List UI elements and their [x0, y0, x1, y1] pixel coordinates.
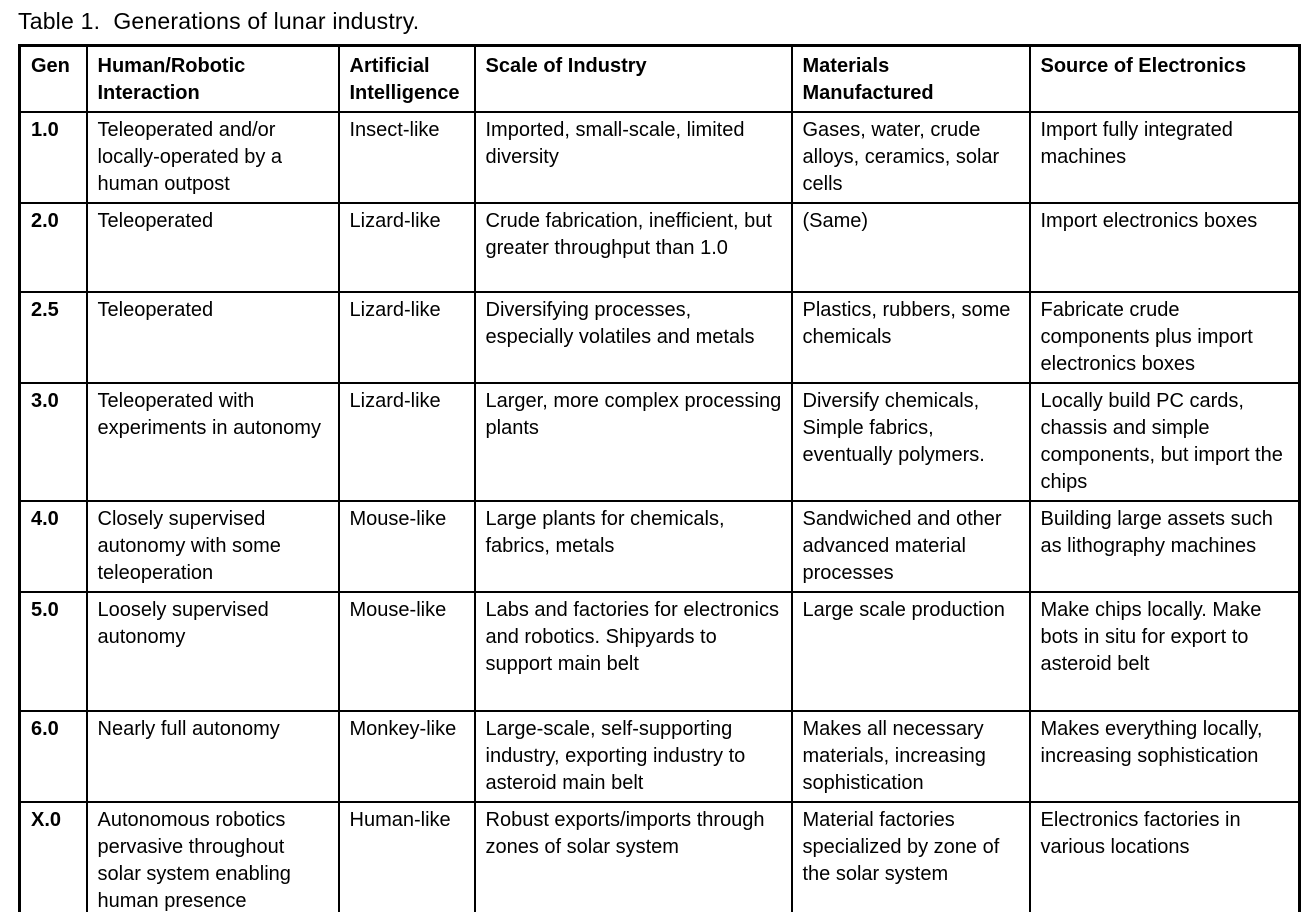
materials-cell: Plastics, rubbers, some chemicals	[790, 291, 1031, 384]
ai-cell: Monkey-like	[337, 710, 476, 803]
column-header-materials-manufactured: Materials Manufactured	[790, 44, 1031, 113]
table-caption: Table 1. Generations of lunar industry.	[18, 8, 420, 34]
scale-cell: Diversifying processes, especially volat…	[473, 291, 793, 384]
materials-cell: Gases, water, crude alloys, ceramics, so…	[790, 111, 1031, 204]
materials-cell: Makes all necessary materials, increasin…	[790, 710, 1031, 803]
interaction-cell: Teleoperated with experiments in autonom…	[85, 382, 340, 502]
materials-cell: Sandwiched and other advanced material p…	[790, 500, 1031, 593]
column-header-artificial-intelligence: Artificial Intelligence	[337, 44, 476, 113]
interaction-cell: Teleoperated and/or locally-operated by …	[85, 111, 340, 204]
table-row-gen-4-0: 4.0 Closely supervised autonomy with som…	[18, 500, 1301, 593]
materials-cell: Diversify chemicals, Simple fabrics, eve…	[790, 382, 1031, 502]
ai-cell: Mouse-like	[337, 500, 476, 593]
electronics-cell: Electronics factories in various locatio…	[1028, 801, 1301, 912]
scale-cell: Crude fabrication, inefficient, but grea…	[473, 202, 793, 293]
ai-cell: Lizard-like	[337, 202, 476, 293]
interaction-cell: Teleoperated	[85, 202, 340, 293]
lunar-industry-generations-table: Gen Human/Robotic Interaction Artificial…	[18, 44, 1301, 912]
table-header-row: Gen Human/Robotic Interaction Artificial…	[18, 44, 1301, 113]
gen-cell: X.0	[18, 801, 88, 912]
ai-cell: Mouse-like	[337, 591, 476, 712]
gen-cell: 2.5	[18, 291, 88, 384]
materials-cell: Material factories specialized by zone o…	[790, 801, 1031, 912]
column-header-scale-of-industry: Scale of Industry	[473, 44, 793, 113]
ai-cell: Lizard-like	[337, 291, 476, 384]
gen-cell: 6.0	[18, 710, 88, 803]
column-header-source-of-electronics: Source of Electronics	[1028, 44, 1301, 113]
scale-cell: Larger, more complex processing plants	[473, 382, 793, 502]
scale-cell: Robust exports/imports through zones of …	[473, 801, 793, 912]
electronics-cell: Makes everything locally, increasing sop…	[1028, 710, 1301, 803]
table-row-gen-6-0: 6.0 Nearly full autonomy Monkey-like Lar…	[18, 710, 1301, 803]
column-header-human-robotic-interaction: Human/Robotic Interaction	[85, 44, 340, 113]
interaction-cell: Teleoperated	[85, 291, 340, 384]
gen-cell: 3.0	[18, 382, 88, 502]
table-row-gen-2-5: 2.5 Teleoperated Lizard-like Diversifyin…	[18, 291, 1301, 384]
scale-cell: Large-scale, self-supporting industry, e…	[473, 710, 793, 803]
gen-cell: 2.0	[18, 202, 88, 293]
ai-cell: Insect-like	[337, 111, 476, 204]
scale-cell: Labs and factories for electronics and r…	[473, 591, 793, 712]
materials-cell: (Same)	[790, 202, 1031, 293]
interaction-cell: Loosely supervised autonomy	[85, 591, 340, 712]
table-row-gen-1-0: 1.0 Teleoperated and/or locally-operated…	[18, 111, 1301, 204]
electronics-cell: Fabricate crude components plus import e…	[1028, 291, 1301, 384]
column-header-gen: Gen	[18, 44, 88, 113]
gen-cell: 4.0	[18, 500, 88, 593]
table-row-gen-5-0: 5.0 Loosely supervised autonomy Mouse-li…	[18, 591, 1301, 712]
electronics-cell: Import fully integrated machines	[1028, 111, 1301, 204]
interaction-cell: Autonomous robotics pervasive throughout…	[85, 801, 340, 912]
electronics-cell: Import electronics boxes	[1028, 202, 1301, 293]
table-row-gen-x-0: X.0 Autonomous robotics pervasive throug…	[18, 801, 1301, 912]
table-row-gen-2-0: 2.0 Teleoperated Lizard-like Crude fabri…	[18, 202, 1301, 293]
scale-cell: Imported, small-scale, limited diversity	[473, 111, 793, 204]
gen-cell: 1.0	[18, 111, 88, 204]
materials-cell: Large scale production	[790, 591, 1031, 712]
table-row-gen-3-0: 3.0 Teleoperated with experiments in aut…	[18, 382, 1301, 502]
electronics-cell: Locally build PC cards, chassis and simp…	[1028, 382, 1301, 502]
electronics-cell: Make chips locally. Make bots in situ fo…	[1028, 591, 1301, 712]
ai-cell: Lizard-like	[337, 382, 476, 502]
scale-cell: Large plants for chemicals, fabrics, met…	[473, 500, 793, 593]
interaction-cell: Nearly full autonomy	[85, 710, 340, 803]
ai-cell: Human-like	[337, 801, 476, 912]
electronics-cell: Building large assets such as lithograph…	[1028, 500, 1301, 593]
gen-cell: 5.0	[18, 591, 88, 712]
interaction-cell: Closely supervised autonomy with some te…	[85, 500, 340, 593]
